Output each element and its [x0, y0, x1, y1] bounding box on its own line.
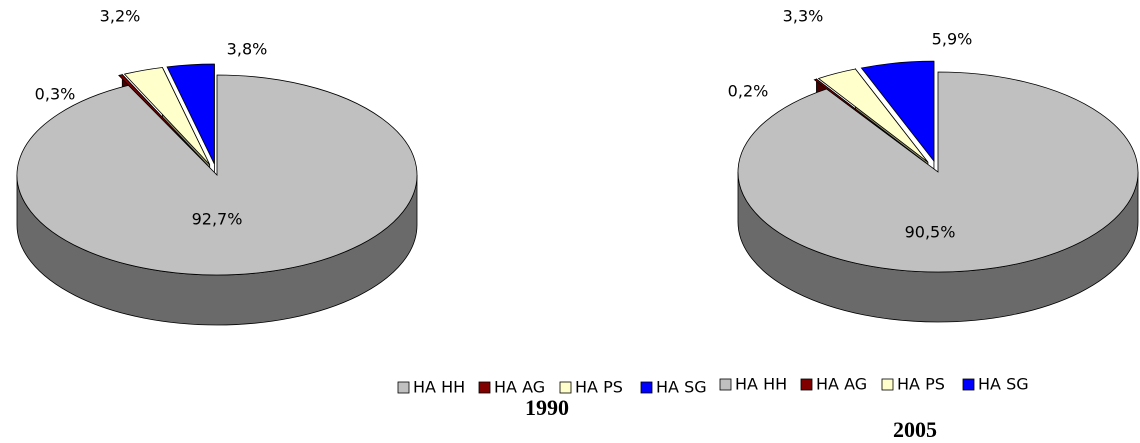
legend-swatch	[640, 381, 653, 394]
value-label: 0,2%	[728, 82, 769, 101]
slice	[737, 71, 1139, 273]
legend-label: HA PS	[897, 375, 945, 394]
slice	[166, 63, 215, 165]
legend-swatch	[719, 378, 732, 391]
legend-swatch	[881, 378, 894, 391]
legend-label: HA PS	[575, 378, 623, 397]
chart-title: 1990	[525, 395, 569, 420]
value-label: 5,9%	[932, 30, 973, 49]
slice	[860, 60, 935, 163]
slice	[16, 74, 418, 276]
legend-swatch	[397, 381, 410, 394]
legend-label: HA AG	[494, 378, 545, 397]
legend-label: HA AG	[816, 375, 867, 394]
legend-swatch	[800, 378, 813, 391]
slice	[813, 78, 927, 164]
legend-label: HA SG	[978, 375, 1029, 394]
slice	[817, 68, 929, 163]
value-label: 3,8%	[227, 40, 268, 59]
legend-swatch	[559, 381, 572, 394]
value-label: 90,5%	[905, 223, 956, 242]
legend-swatch	[478, 381, 491, 394]
legend-label: HA HH	[413, 378, 465, 397]
slice	[118, 74, 208, 166]
legend-swatch	[962, 378, 975, 391]
value-label: 92,7%	[192, 210, 243, 229]
chart-title: 2005	[893, 417, 937, 442]
value-label: 3,3%	[783, 7, 824, 26]
legend-label: HA HH	[735, 375, 787, 394]
legend-label: HA SG	[656, 378, 707, 397]
slice	[123, 67, 211, 165]
value-label: 0,3%	[35, 85, 76, 104]
value-label: 3,2%	[100, 7, 141, 26]
